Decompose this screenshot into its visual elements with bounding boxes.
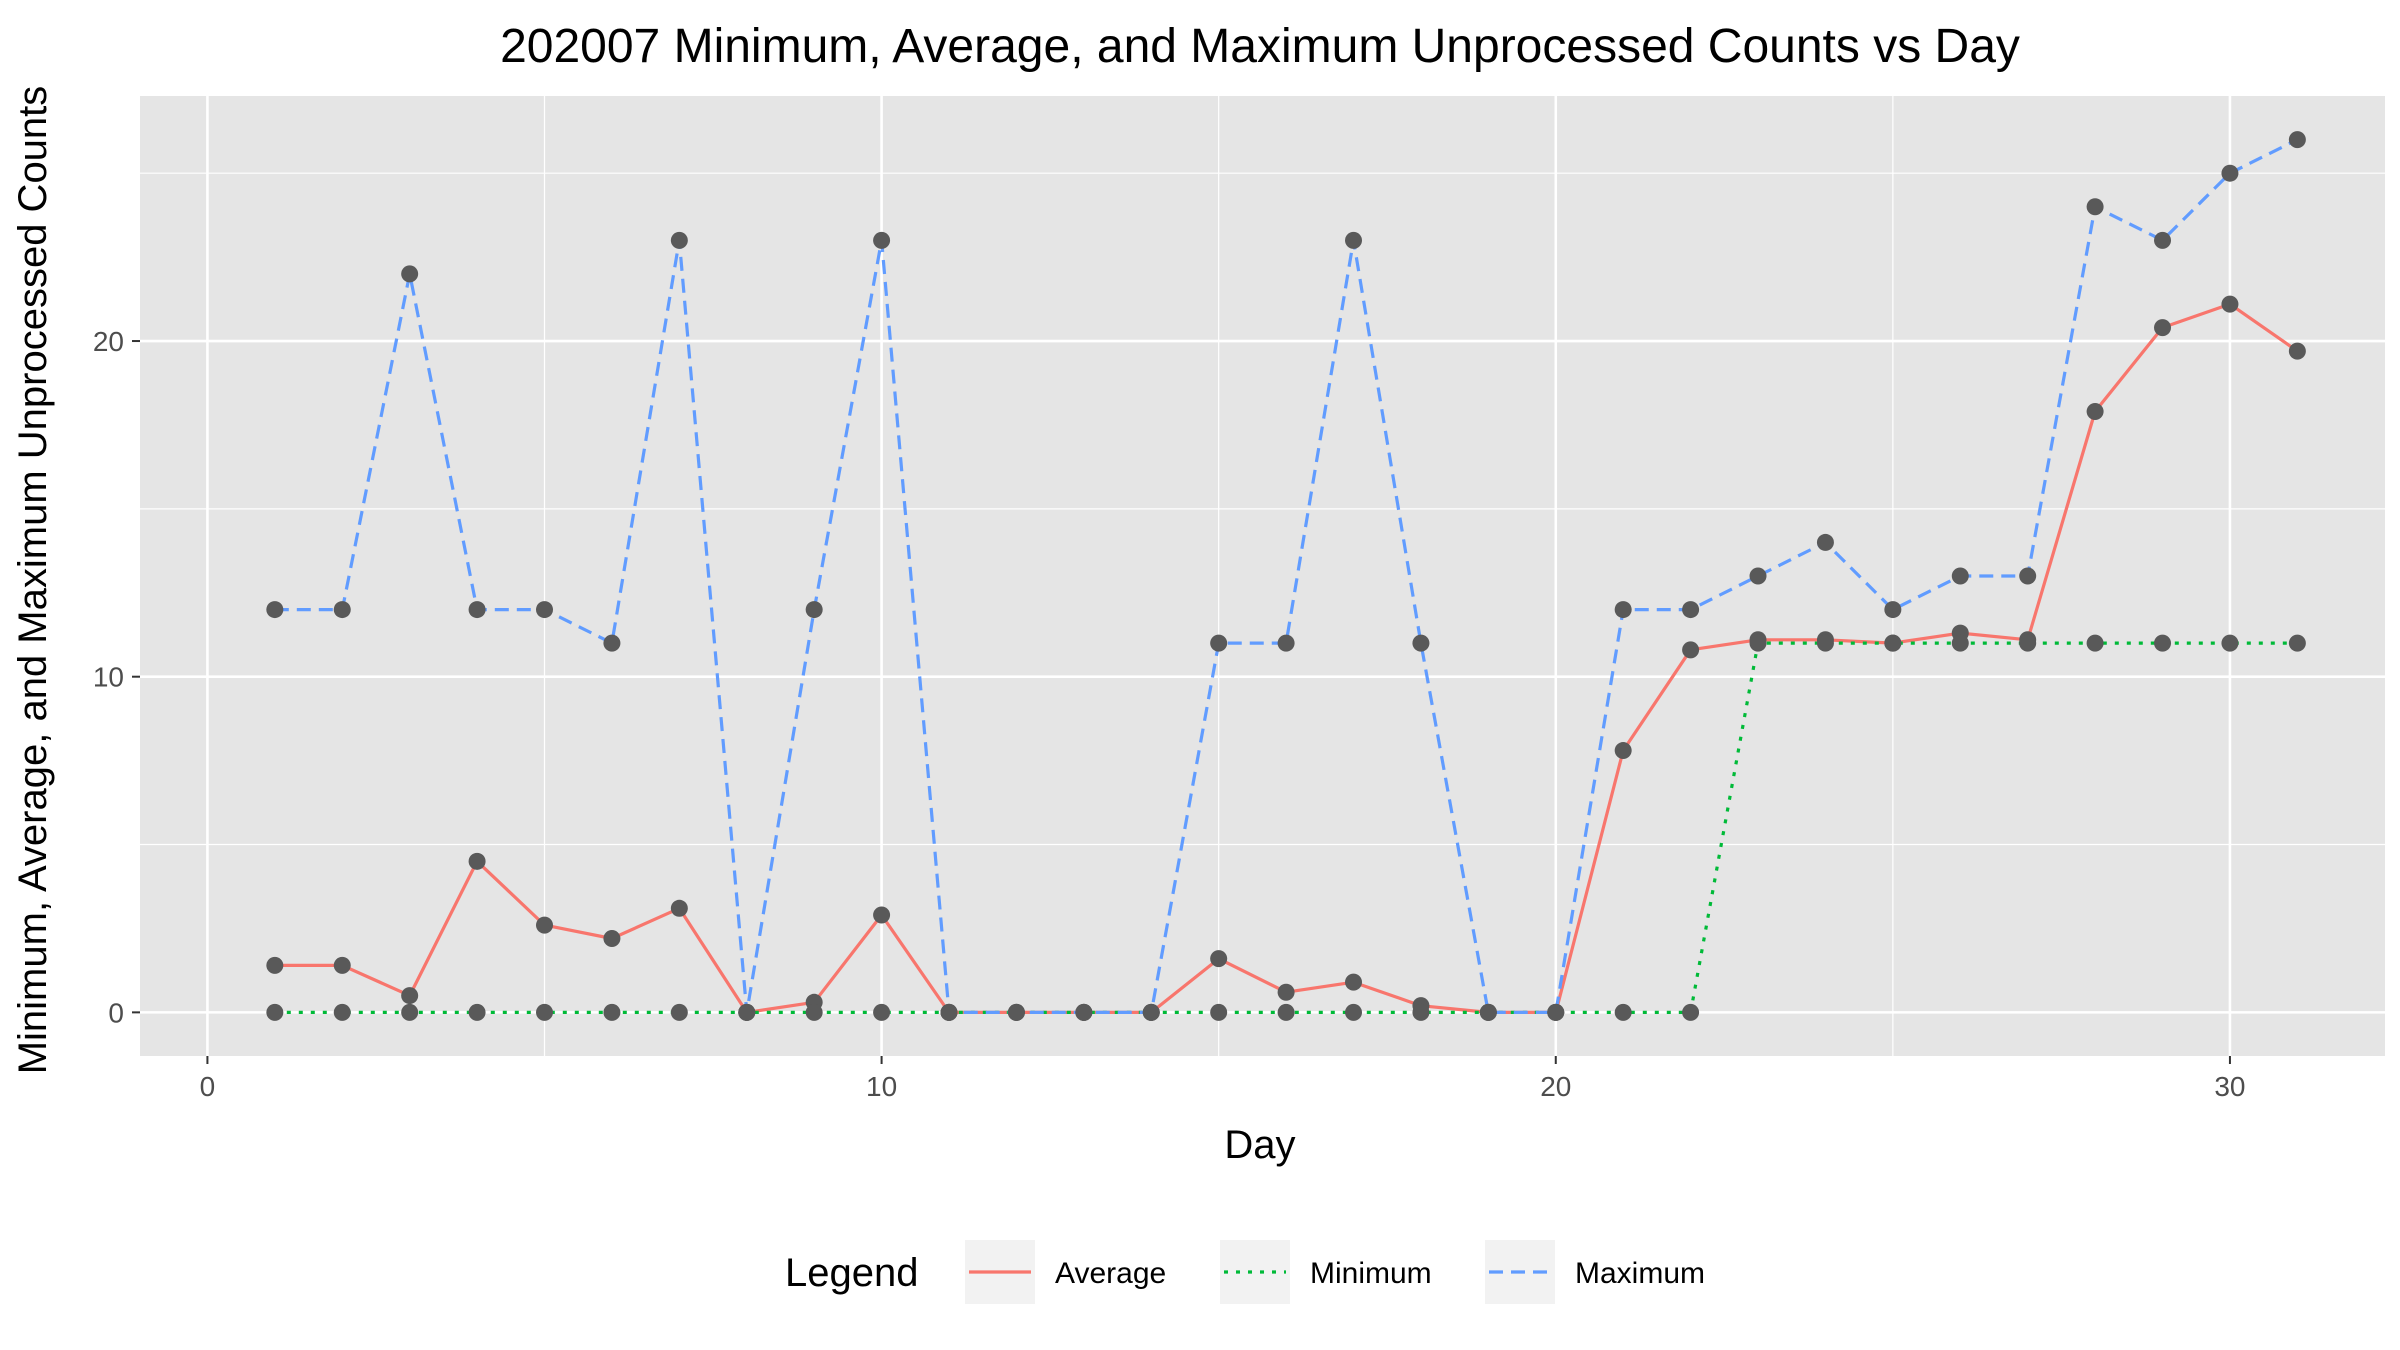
data-point-minimum — [1884, 634, 1902, 652]
data-point-maximum — [1007, 1003, 1025, 1021]
data-point-minimum — [1345, 1003, 1363, 1021]
y-tick-label: 0 — [108, 997, 124, 1028]
data-point-minimum — [2221, 634, 2239, 652]
panel-background — [140, 96, 2385, 1056]
data-point-maximum — [873, 231, 891, 249]
data-point-average — [2154, 319, 2172, 337]
data-point-minimum — [670, 1003, 688, 1021]
y-axis: 0 10 20 — [93, 326, 140, 1028]
data-point-average — [1277, 983, 1295, 1001]
data-point-maximum — [1210, 634, 1228, 652]
data-point-average — [2288, 342, 2306, 360]
legend: Legend Average Minimum Maximum — [785, 1240, 1705, 1304]
data-point-minimum — [1614, 1003, 1632, 1021]
data-point-average — [1614, 742, 1632, 760]
data-point-average — [873, 906, 891, 924]
data-point-maximum — [2086, 198, 2104, 216]
data-point-average — [266, 956, 284, 974]
data-point-maximum — [1547, 1003, 1565, 1021]
legend-label-maximum: Maximum — [1575, 1257, 1705, 1290]
data-point-average — [603, 930, 621, 948]
data-point-average — [1210, 950, 1228, 968]
data-point-maximum — [2288, 131, 2306, 149]
data-point-maximum — [2019, 567, 2037, 585]
data-point-maximum — [2154, 231, 2172, 249]
data-point-average — [1345, 973, 1363, 991]
data-point-maximum — [468, 601, 486, 619]
chart-title: 202007 Minimum, Average, and Maximum Unp… — [500, 20, 2020, 73]
data-point-minimum — [603, 1003, 621, 1021]
data-point-minimum — [1210, 1003, 1228, 1021]
data-point-minimum — [2154, 634, 2172, 652]
data-point-minimum — [873, 1003, 891, 1021]
data-point-maximum — [266, 601, 284, 619]
data-point-maximum — [2221, 164, 2239, 182]
data-point-maximum — [1749, 567, 1767, 585]
data-point-maximum — [603, 634, 621, 652]
legend-label-average: Average — [1055, 1257, 1166, 1290]
x-tick-label: 20 — [1540, 1071, 1571, 1102]
data-point-average — [1682, 641, 1700, 659]
series-layer — [266, 131, 2306, 1021]
data-point-maximum — [1345, 231, 1363, 249]
y-tick-label: 10 — [93, 662, 124, 693]
y-axis-title: Minimum, Average, and Maximum Unprocesse… — [11, 86, 55, 1075]
data-point-minimum — [468, 1003, 486, 1021]
data-point-minimum — [2019, 634, 2037, 652]
data-point-maximum — [670, 231, 688, 249]
data-point-maximum — [1614, 601, 1632, 619]
plot-panel — [140, 96, 2385, 1056]
x-axis-title: Day — [1224, 1123, 1295, 1167]
x-tick-label: 10 — [866, 1071, 897, 1102]
data-point-maximum — [1884, 601, 1902, 619]
data-point-maximum — [805, 601, 823, 619]
data-point-minimum — [1412, 1003, 1430, 1021]
data-point-average — [670, 899, 688, 917]
data-point-average — [2086, 403, 2104, 421]
data-point-minimum — [401, 1003, 419, 1021]
data-point-average — [468, 852, 486, 870]
data-point-maximum — [738, 1003, 756, 1021]
data-point-maximum — [1479, 1003, 1497, 1021]
data-point-maximum — [401, 265, 419, 283]
data-point-maximum — [1277, 634, 1295, 652]
data-point-minimum — [1816, 634, 1834, 652]
y-tick-label: 20 — [93, 326, 124, 357]
data-point-average — [536, 916, 554, 934]
data-point-minimum — [2288, 634, 2306, 652]
data-point-maximum — [1075, 1003, 1093, 1021]
data-point-maximum — [1682, 601, 1700, 619]
data-point-average — [401, 987, 419, 1005]
data-point-maximum — [1951, 567, 1969, 585]
data-point-minimum — [1749, 634, 1767, 652]
data-point-minimum — [805, 1003, 823, 1021]
data-point-average — [2221, 295, 2239, 313]
data-point-minimum — [1277, 1003, 1295, 1021]
data-point-maximum — [940, 1003, 958, 1021]
x-tick-label: 0 — [200, 1071, 216, 1102]
data-point-minimum — [333, 1003, 351, 1021]
data-point-minimum — [1951, 634, 1969, 652]
data-point-average — [333, 956, 351, 974]
x-axis: 0 10 20 30 — [200, 1056, 2246, 1102]
data-point-maximum — [1412, 634, 1430, 652]
x-tick-label: 30 — [2214, 1071, 2245, 1102]
data-point-minimum — [1682, 1003, 1700, 1021]
data-point-minimum — [266, 1003, 284, 1021]
data-point-maximum — [333, 601, 351, 619]
data-point-maximum — [1142, 1003, 1160, 1021]
data-point-maximum — [536, 601, 554, 619]
legend-title: Legend — [785, 1251, 918, 1295]
legend-key-minimum — [1220, 1240, 1290, 1304]
data-point-maximum — [1816, 533, 1834, 551]
data-point-minimum — [2086, 634, 2104, 652]
legend-label-minimum: Minimum — [1310, 1257, 1432, 1290]
data-point-minimum — [536, 1003, 554, 1021]
